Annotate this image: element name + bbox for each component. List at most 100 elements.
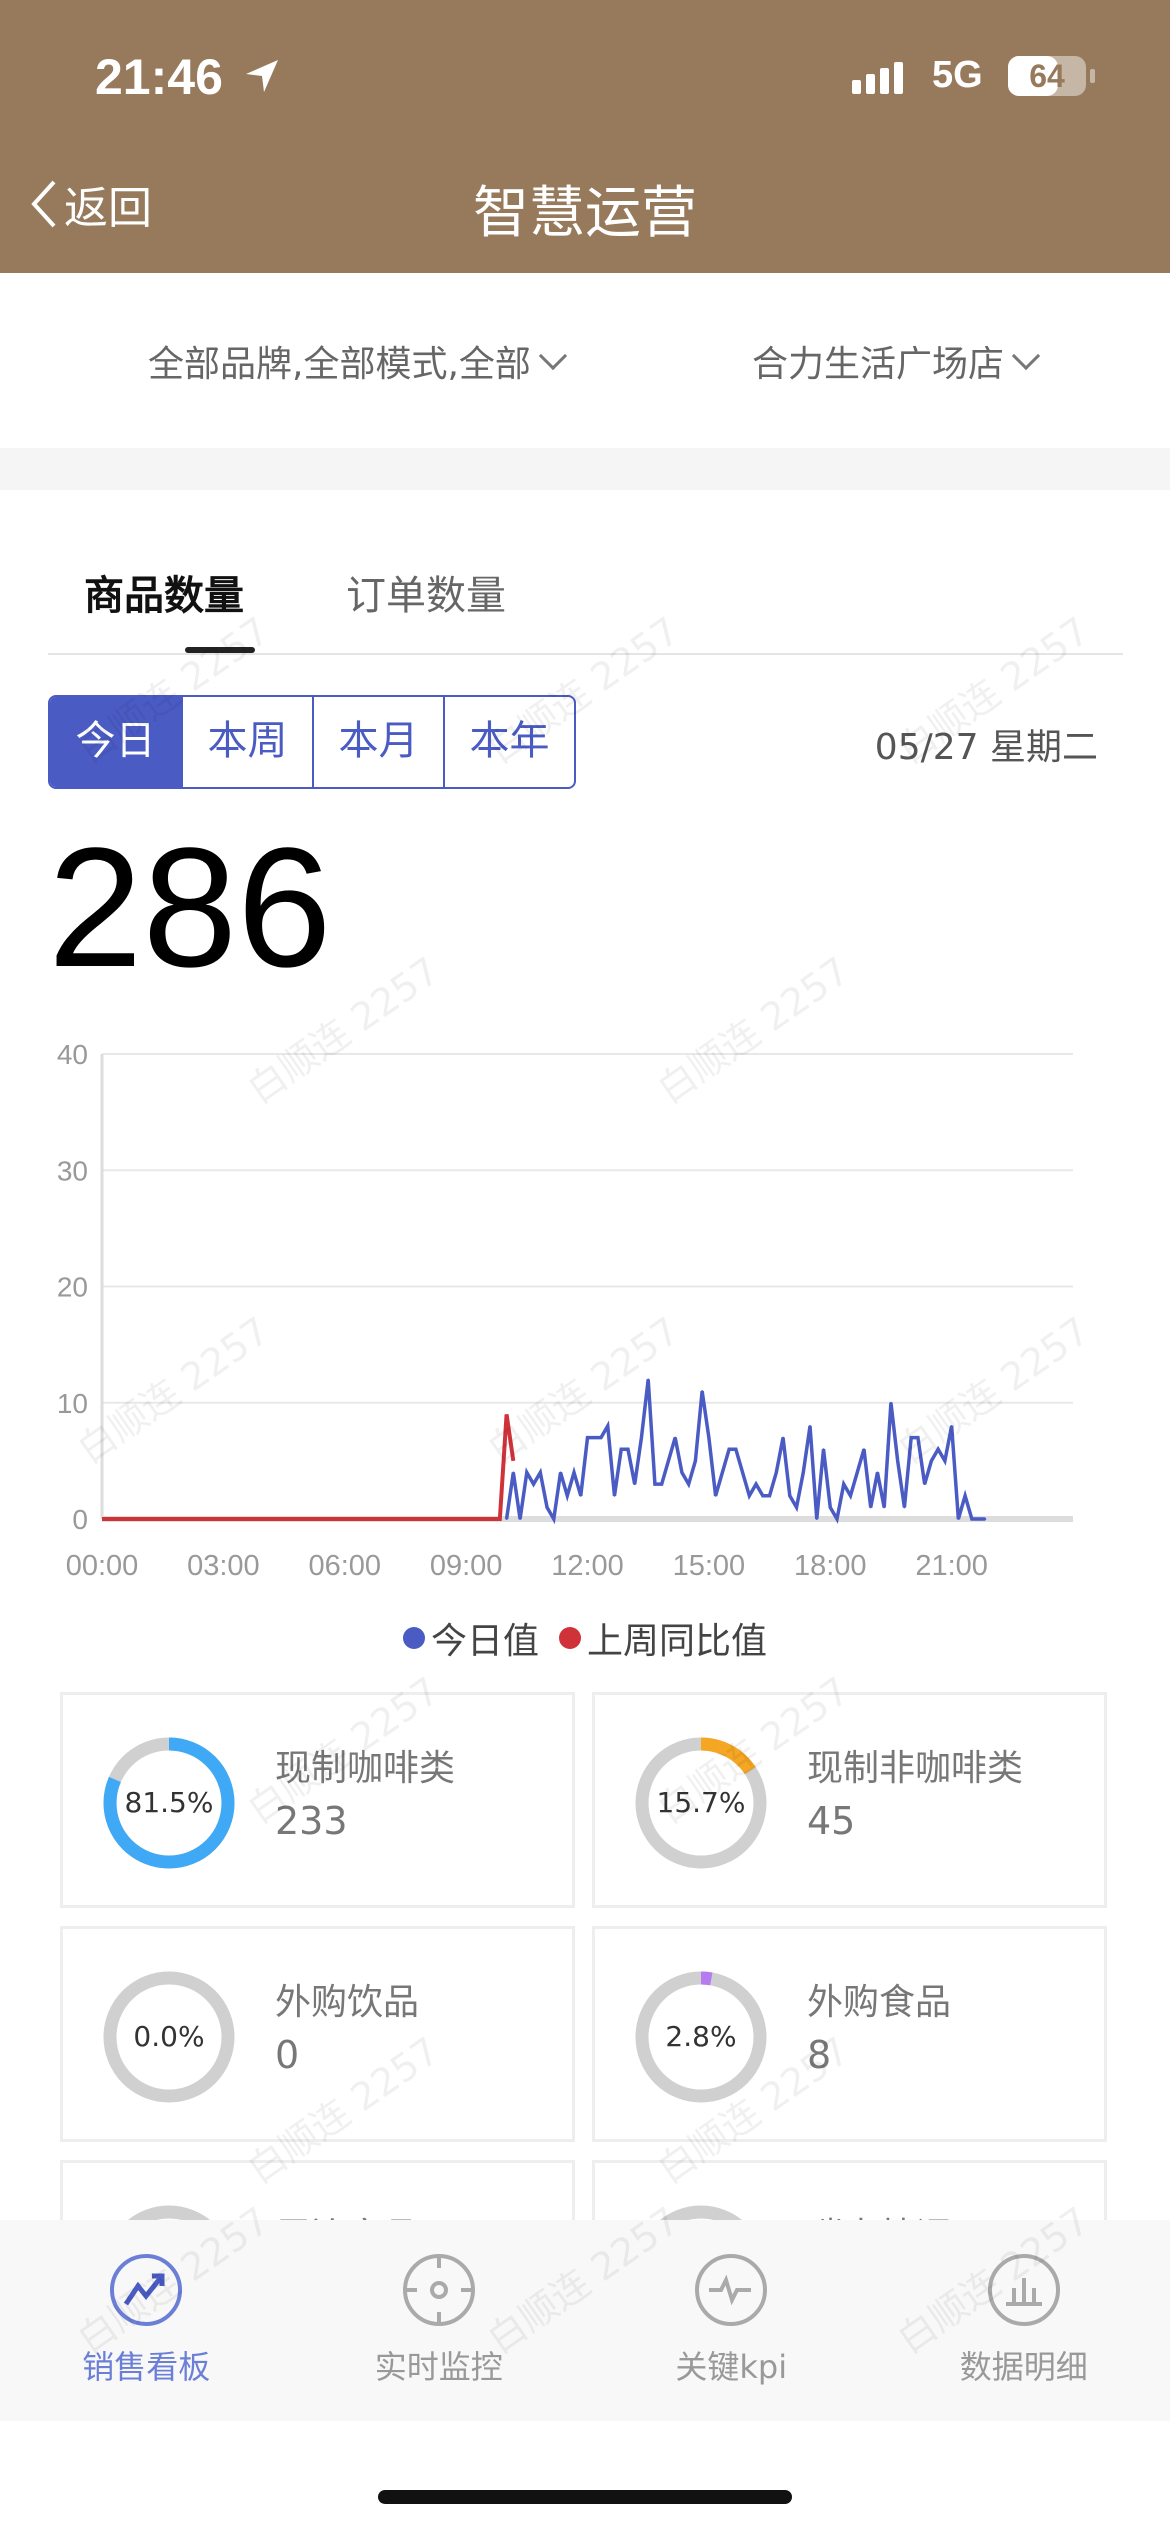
app-header: 21:46 5G 64 返回 智慧运营 bbox=[0, 0, 1170, 273]
total-count: 286 bbox=[48, 813, 332, 1003]
data-point bbox=[802, 1471, 805, 1474]
data-point bbox=[586, 1436, 589, 1439]
x-tick-label: 18:00 bbox=[794, 1550, 867, 1582]
category-value: 0 bbox=[275, 2033, 300, 2077]
y-tick-label: 30 bbox=[57, 1155, 88, 1186]
period-today[interactable]: 今日 bbox=[50, 697, 181, 787]
category-card[interactable]: 81.5% 现制咖啡类 233 bbox=[60, 1692, 575, 1908]
category-card[interactable]: 15.7% 现制非咖啡类 45 bbox=[592, 1692, 1107, 1908]
y-tick-label: 40 bbox=[57, 1039, 88, 1070]
status-time: 21:46 bbox=[95, 49, 223, 105]
store-dropdown[interactable]: 合力生活广场店 bbox=[752, 335, 1041, 387]
data-point bbox=[761, 1494, 764, 1497]
donut-ring bbox=[103, 1971, 235, 2103]
data-point bbox=[559, 1471, 562, 1474]
data-point bbox=[680, 1471, 683, 1474]
page-title: 智慧运营 bbox=[473, 181, 697, 246]
crosshair-icon bbox=[402, 2254, 475, 2326]
x-tick-label: 03:00 bbox=[187, 1550, 260, 1582]
tab-label: 实时监控 bbox=[374, 2348, 503, 2386]
period-selector: 今日 本周 本月 本年 bbox=[48, 695, 576, 789]
chevron-left-icon bbox=[31, 180, 56, 228]
data-point bbox=[620, 1448, 623, 1451]
category-value: 45 bbox=[807, 1799, 856, 1843]
data-point bbox=[943, 1459, 946, 1462]
brand-mode-dropdown[interactable]: 全部品牌,全部模式,全部 bbox=[148, 335, 568, 387]
metric-tabs: 商品数量 订单数量 bbox=[48, 555, 1123, 655]
pulse-icon bbox=[695, 2254, 768, 2326]
period-week[interactable]: 本周 bbox=[181, 697, 312, 787]
data-point bbox=[889, 1401, 892, 1404]
data-point bbox=[573, 1471, 576, 1474]
tab-realtime-monitor[interactable]: 实时监控 bbox=[293, 2220, 586, 2421]
data-point bbox=[788, 1494, 791, 1497]
data-point bbox=[755, 1483, 758, 1486]
data-point bbox=[687, 1483, 690, 1486]
series-line-last-week bbox=[102, 1414, 516, 1521]
data-point bbox=[883, 1506, 886, 1509]
data-point bbox=[512, 1471, 515, 1474]
category-name: 外购食品 bbox=[807, 1982, 952, 2023]
data-point bbox=[964, 1494, 967, 1497]
current-date: 05/27 星期二 bbox=[874, 727, 1098, 768]
category-card[interactable]: 2.8% 外购食品 8 bbox=[592, 1926, 1107, 2142]
tab-product-count[interactable]: 商品数量 bbox=[84, 573, 244, 619]
category-value: 8 bbox=[807, 2033, 832, 2077]
tab-label: 数据明细 bbox=[959, 2348, 1088, 2386]
y-tick-label: 10 bbox=[57, 1388, 88, 1419]
data-point bbox=[728, 1448, 731, 1451]
tab-key-kpi[interactable]: 关键kpi bbox=[585, 2220, 878, 2421]
data-point bbox=[566, 1494, 569, 1497]
data-point bbox=[937, 1448, 940, 1451]
data-point bbox=[748, 1494, 751, 1497]
category-percent: 2.8% bbox=[665, 2020, 737, 2053]
active-tab-indicator bbox=[185, 647, 255, 653]
data-point bbox=[916, 1436, 919, 1439]
signal-icon bbox=[852, 62, 903, 94]
tab-order-count[interactable]: 订单数量 bbox=[346, 573, 506, 619]
x-tick-label: 00:00 bbox=[66, 1550, 139, 1582]
data-point bbox=[505, 1518, 508, 1520]
data-point bbox=[768, 1494, 771, 1497]
data-point bbox=[930, 1459, 933, 1462]
legend-dot bbox=[402, 1627, 425, 1649]
battery-level: 64 bbox=[1029, 58, 1065, 94]
store-value: 合力生活广场店 bbox=[752, 343, 1005, 385]
period-year[interactable]: 本年 bbox=[443, 697, 574, 787]
bottom-tab-bar: 销售看板 实时监控 关键kpi 数据明细 bbox=[0, 2220, 1170, 2421]
data-point bbox=[923, 1483, 926, 1486]
tab-data-detail[interactable]: 数据明细 bbox=[878, 2220, 1170, 2421]
brand-mode-value: 全部品牌,全部模式,全部 bbox=[148, 343, 531, 385]
data-point bbox=[809, 1425, 812, 1427]
data-point bbox=[869, 1506, 872, 1509]
data-point bbox=[519, 1518, 522, 1520]
legend-last-week[interactable]: 上周同比值 bbox=[559, 1612, 767, 1664]
data-point bbox=[525, 1471, 528, 1474]
data-point bbox=[532, 1483, 535, 1486]
category-name: 外购饮品 bbox=[275, 1982, 420, 2023]
legend-today[interactable]: 今日值 bbox=[402, 1612, 539, 1664]
data-point bbox=[910, 1436, 913, 1439]
data-point bbox=[977, 1518, 980, 1520]
category-card[interactable]: 0.0% 外购饮品 0 bbox=[60, 1926, 575, 2142]
data-point bbox=[613, 1494, 616, 1497]
category-percent: 15.7% bbox=[656, 1786, 746, 1819]
data-point bbox=[546, 1506, 549, 1509]
divider bbox=[0, 448, 1170, 490]
tab-sales-board[interactable]: 销售看板 bbox=[0, 2220, 293, 2421]
period-month[interactable]: 本月 bbox=[312, 697, 443, 787]
legend-label: 今日值 bbox=[430, 1621, 539, 1662]
category-name: 现制非咖啡类 bbox=[807, 1748, 1024, 1789]
home-indicator bbox=[378, 2490, 792, 2504]
category-value: 233 bbox=[275, 1799, 348, 1843]
data-point bbox=[835, 1518, 838, 1520]
data-point bbox=[734, 1448, 737, 1451]
line-chart: 0 10 20 30 40 00:00 03:00 06:00 09:00 12:00 15:00 1… bbox=[57, 1039, 1073, 1582]
donut-fill bbox=[635, 1971, 767, 2103]
data-point bbox=[950, 1425, 953, 1427]
data-point bbox=[957, 1518, 960, 1520]
chevron-down-icon bbox=[538, 341, 568, 370]
bar-chart-icon bbox=[987, 2254, 1060, 2326]
data-point bbox=[701, 1390, 704, 1393]
back-button[interactable]: 返回 bbox=[28, 172, 152, 236]
